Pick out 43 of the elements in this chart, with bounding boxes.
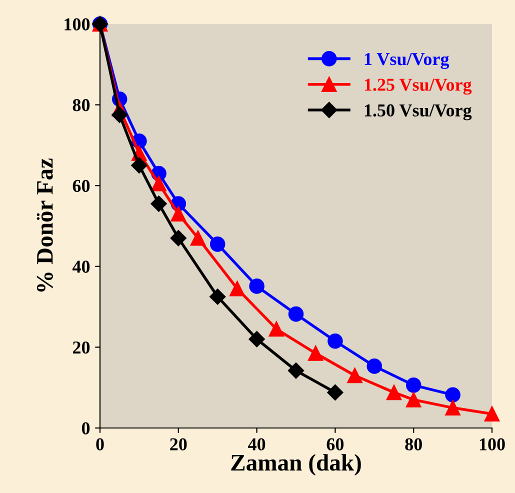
point (248, 331, 265, 348)
point (366, 358, 382, 374)
point (230, 280, 245, 296)
x-tick-label: 80 (405, 438, 422, 450)
point (190, 230, 206, 246)
point (308, 346, 324, 361)
x-tick-label: 60 (326, 438, 344, 450)
point (445, 400, 460, 416)
point (170, 230, 186, 246)
x-tick-label: 40 (248, 438, 266, 450)
point (131, 157, 148, 174)
y-tick-label: 60 (72, 180, 90, 192)
point (406, 378, 422, 393)
point (406, 392, 422, 408)
y-axis-title: % Donör Faz (36, 158, 53, 292)
point (347, 368, 362, 384)
point (151, 176, 166, 192)
x-tick-label: 100 (480, 438, 505, 450)
x-tick-label: 20 (170, 438, 187, 450)
legend-label: 1.50 Vsu/Vorg (364, 104, 472, 120)
point (484, 406, 500, 422)
y-tick-label: 20 (72, 341, 90, 354)
point (150, 196, 167, 212)
point (268, 321, 284, 337)
point (327, 384, 344, 401)
y-tick-label: 0 (82, 422, 90, 434)
legend-label: 1 Vsu/Vorg (364, 53, 450, 69)
point (112, 106, 128, 123)
point (210, 236, 226, 252)
y-tick-label: 100 (64, 18, 90, 30)
point (288, 306, 304, 322)
point (249, 278, 264, 294)
point (170, 206, 186, 222)
y-tick-label: 80 (72, 99, 90, 112)
x-tick-label: 0 (96, 438, 104, 450)
point (386, 384, 402, 400)
point (328, 334, 343, 349)
y-tick-label: 40 (72, 260, 90, 273)
point (210, 288, 226, 305)
point (445, 387, 460, 403)
legend-label: 1.25 Vsu/Vorg (364, 78, 472, 95)
point (288, 362, 304, 379)
x-axis-title: Zaman (dak) (231, 454, 361, 476)
